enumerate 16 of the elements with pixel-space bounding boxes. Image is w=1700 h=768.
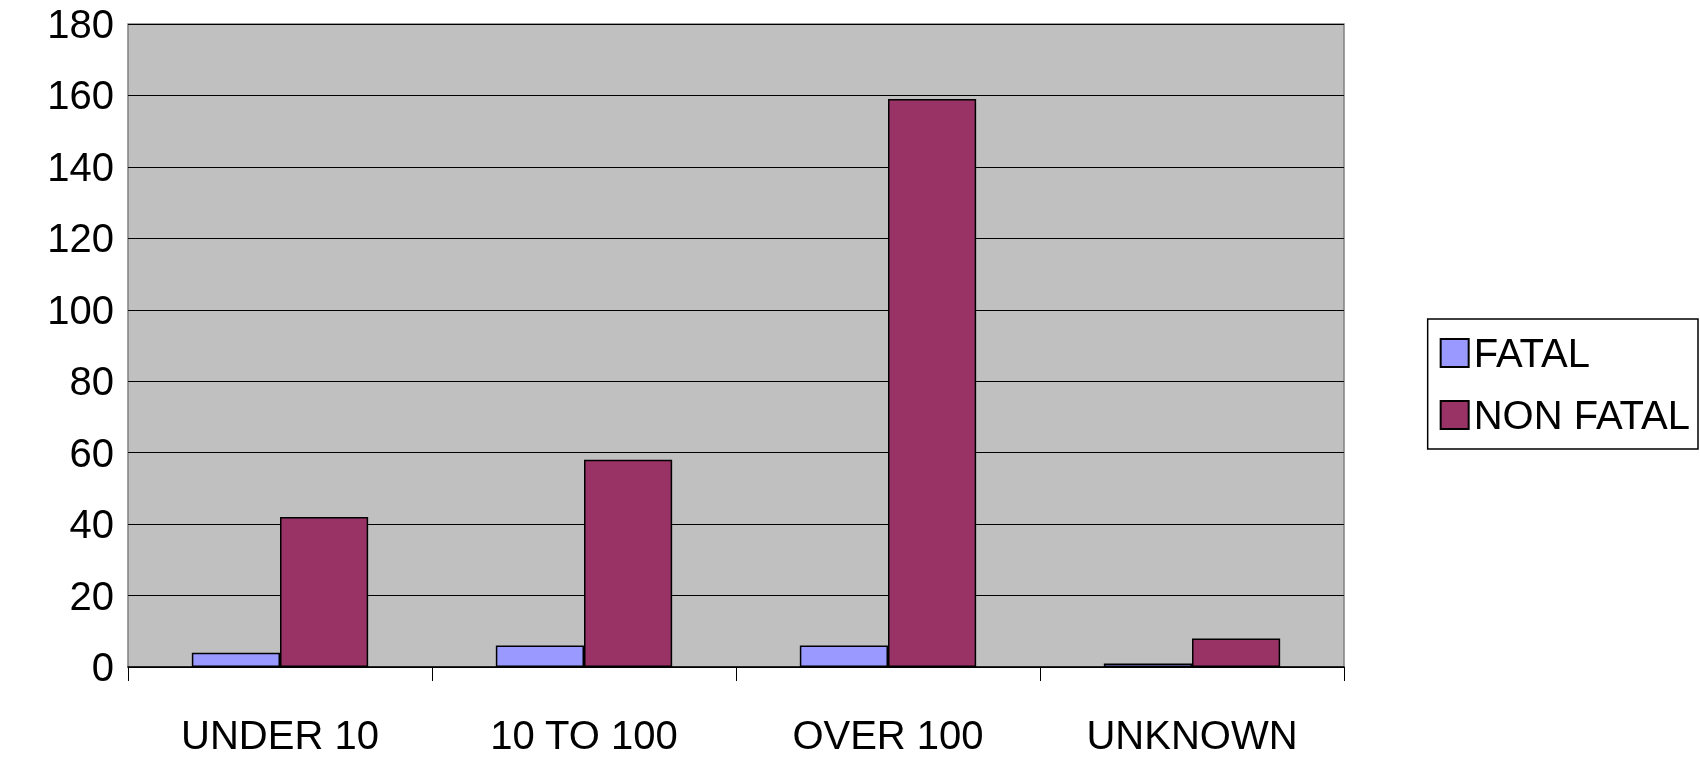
y-tick-label: 0 (91, 645, 114, 689)
x-tick-label: UNDER 10 (181, 713, 379, 757)
x-tick-label: 10 TO 100 (490, 713, 678, 757)
x-tick-label: OVER 100 (792, 713, 984, 757)
y-tick-label: 140 (47, 144, 114, 189)
y-tick-label: 80 (69, 359, 114, 404)
y-tick-label: 40 (69, 502, 114, 547)
legend-label: FATAL (1473, 331, 1590, 375)
y-tick-label: 100 (47, 287, 114, 332)
y-tick-label: 120 (47, 216, 114, 261)
y-tick-label: 20 (69, 573, 114, 618)
x-tick-label: UNKNOWN (1086, 713, 1298, 757)
legend-label: NON FATAL (1473, 393, 1690, 437)
y-tick-label: 180 (47, 2, 114, 46)
y-tick-label: 60 (69, 430, 114, 475)
y-tick-label: 160 (47, 73, 114, 118)
